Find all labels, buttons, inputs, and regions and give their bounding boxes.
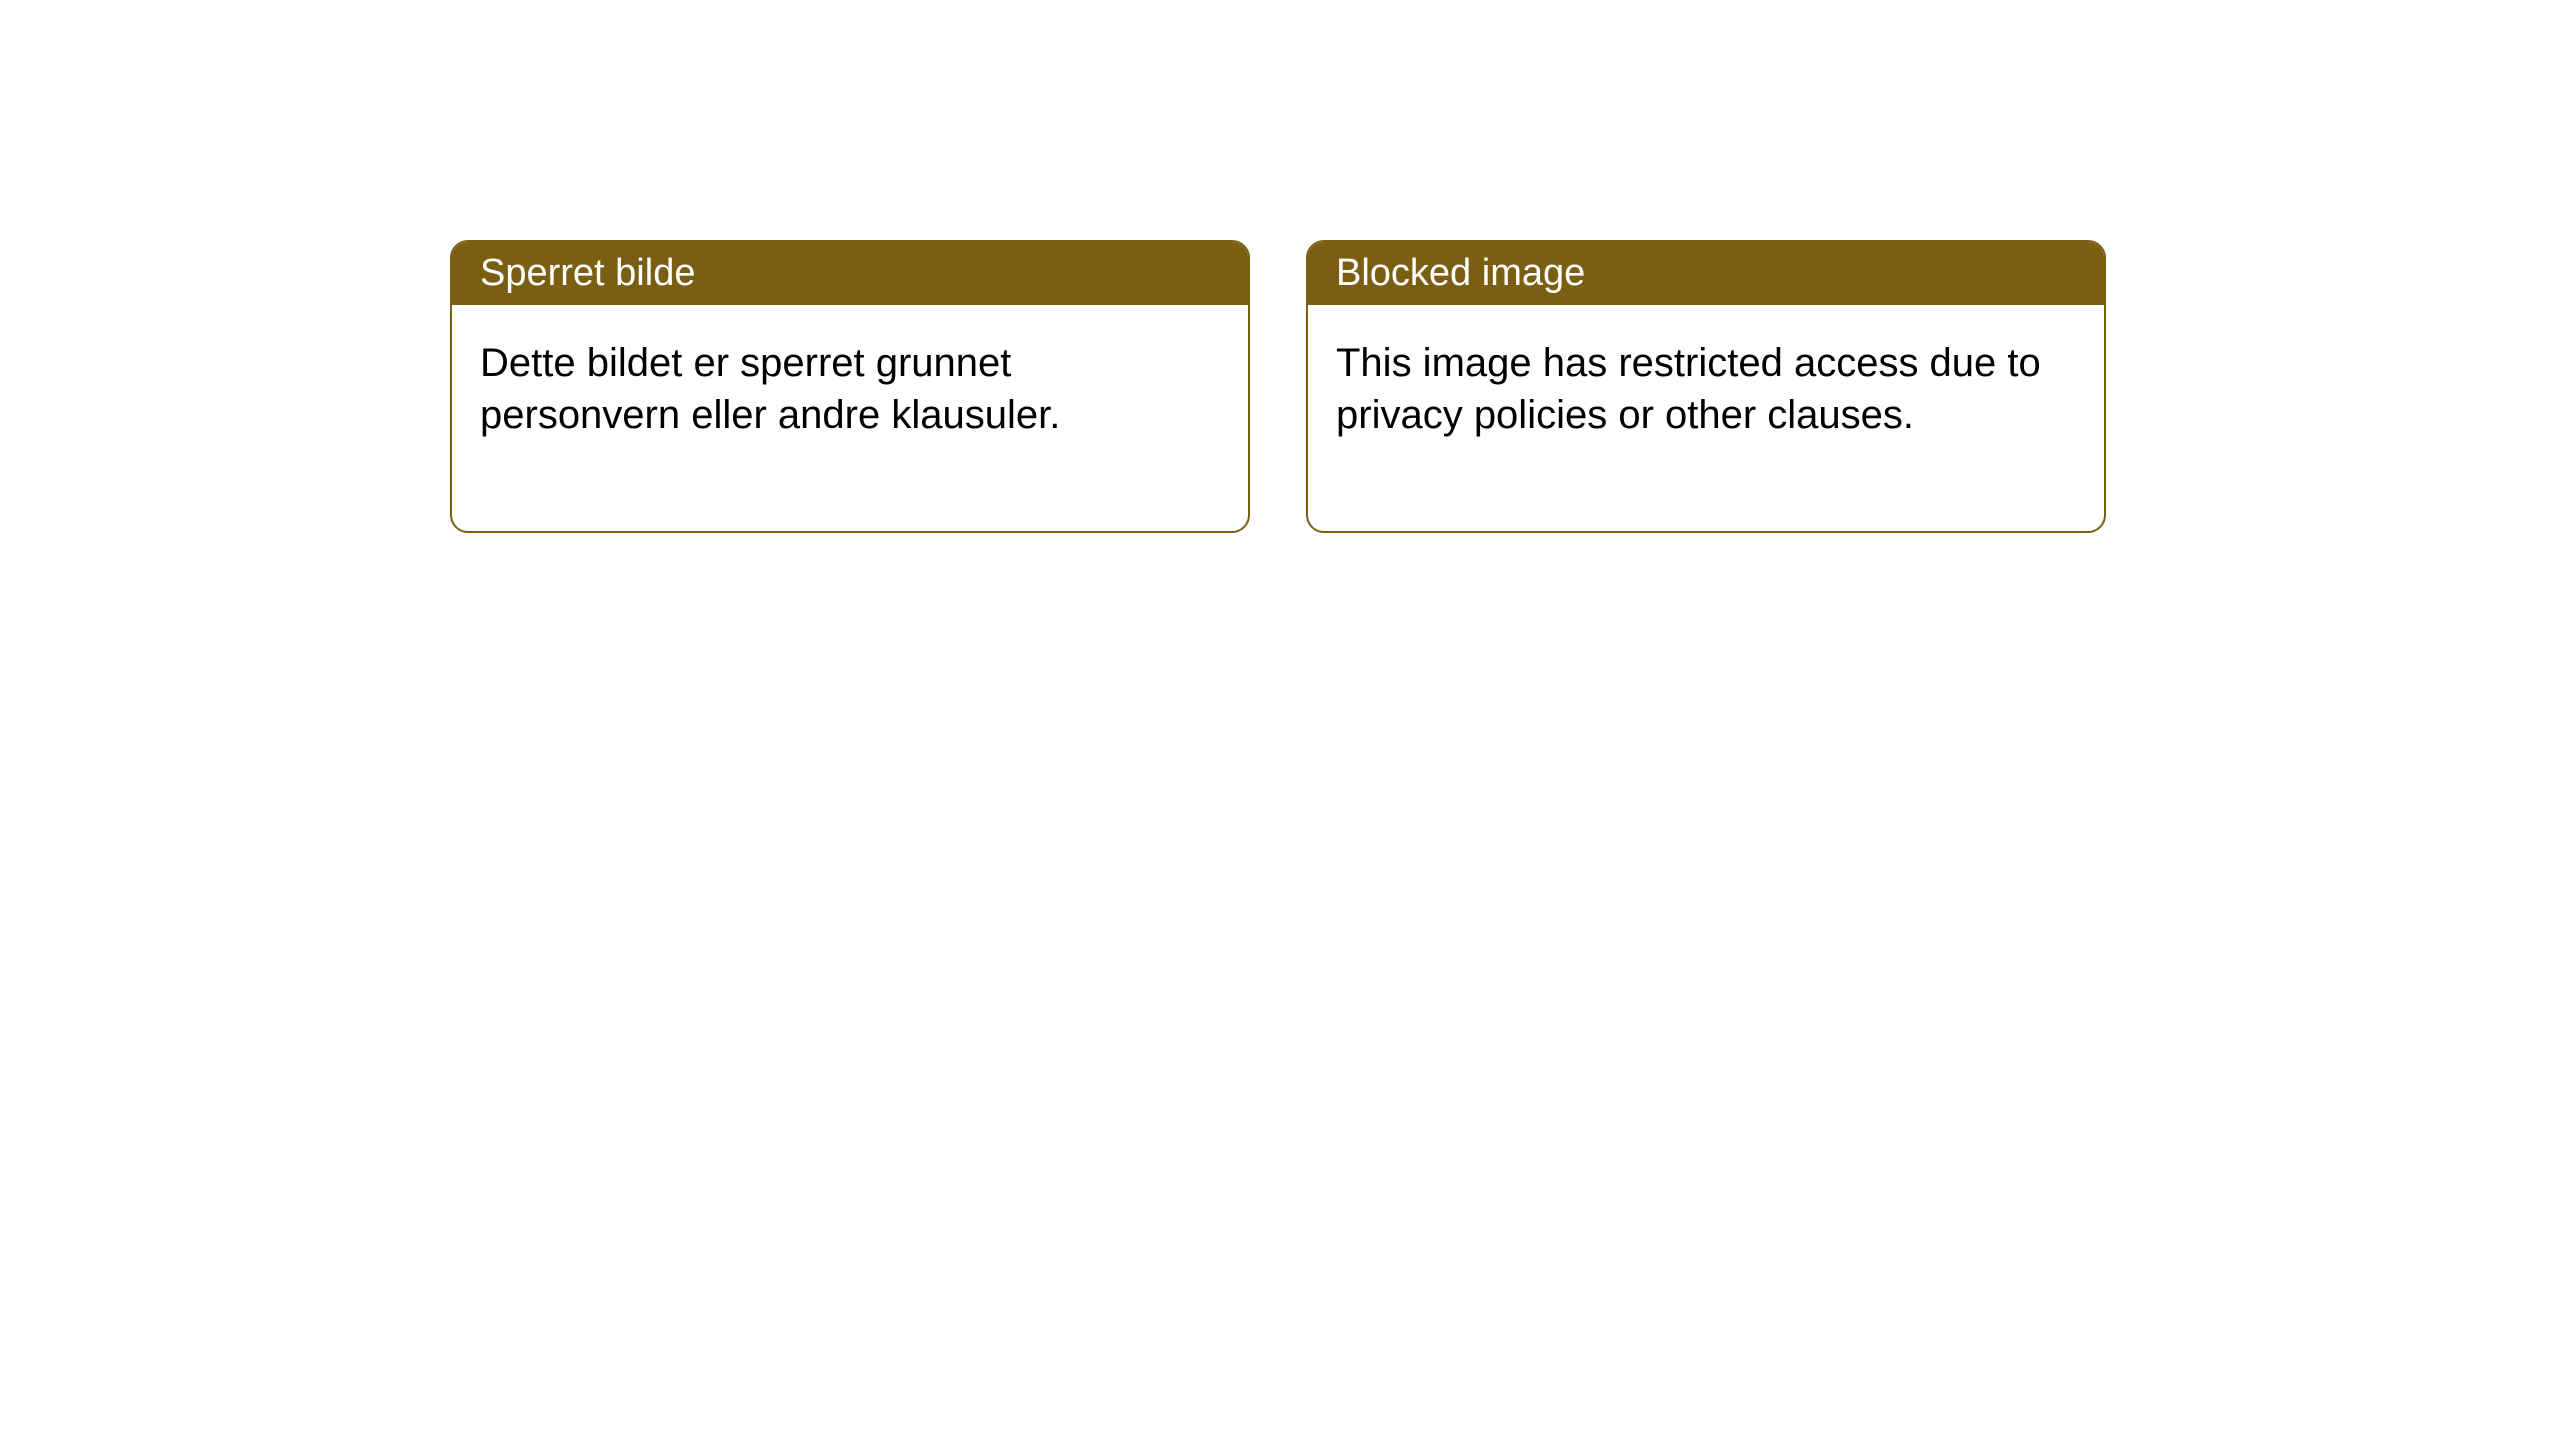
notices-container: Sperret bilde Dette bildet er sperret gr… xyxy=(450,240,2106,533)
notice-box-norwegian: Sperret bilde Dette bildet er sperret gr… xyxy=(450,240,1250,533)
notice-box-english: Blocked image This image has restricted … xyxy=(1306,240,2106,533)
notice-body-english: This image has restricted access due to … xyxy=(1308,305,2104,531)
notice-body-norwegian: Dette bildet er sperret grunnet personve… xyxy=(452,305,1248,531)
notice-header-norwegian: Sperret bilde xyxy=(452,242,1248,305)
notice-header-english: Blocked image xyxy=(1308,242,2104,305)
